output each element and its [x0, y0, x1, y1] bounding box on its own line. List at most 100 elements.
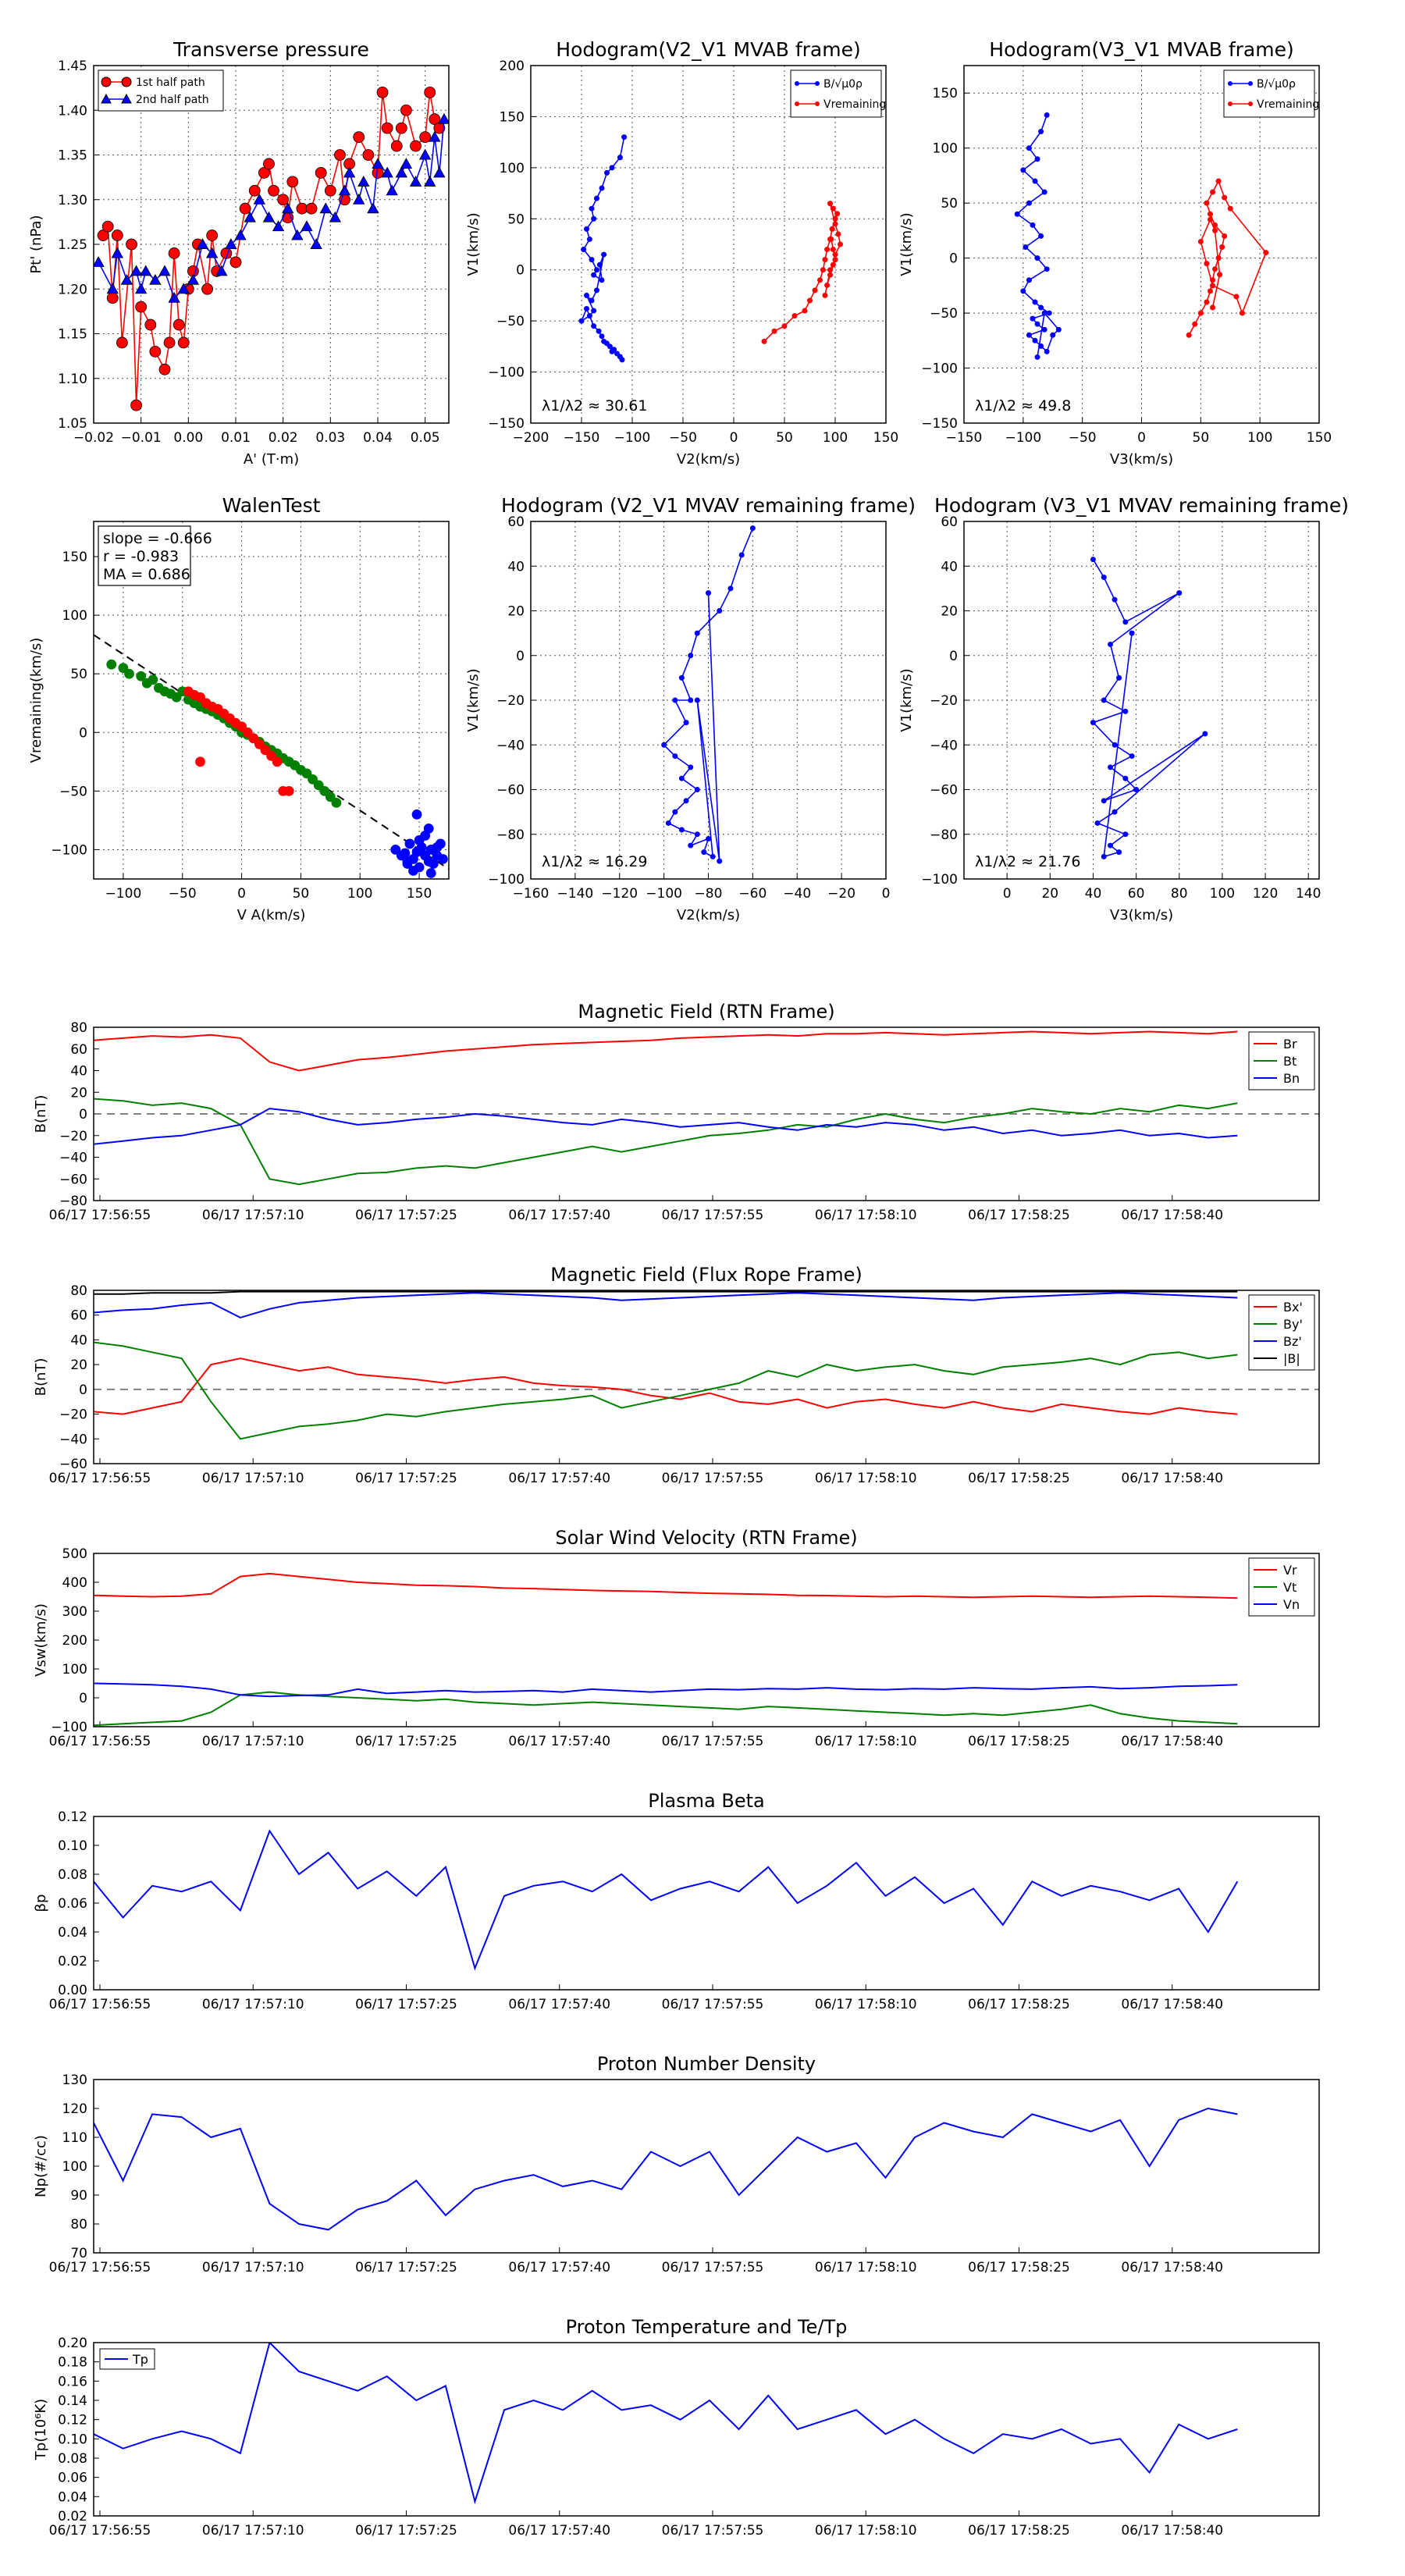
y-axis-label: B(nT)	[33, 1095, 49, 1133]
data-point	[672, 753, 678, 760]
data-point	[1217, 272, 1223, 278]
y-tick-label: 0	[79, 725, 87, 741]
data-point	[701, 849, 707, 856]
data-point	[1101, 798, 1107, 804]
data-point	[1090, 720, 1096, 726]
y-axis-label: V1(km/s)	[898, 212, 915, 276]
y-tick-label: 50	[70, 667, 87, 682]
data-point	[376, 86, 389, 98]
data-point	[672, 809, 678, 815]
y-tick-label: −100	[921, 872, 958, 888]
legend-box	[98, 69, 224, 112]
data-point	[609, 165, 615, 171]
data-point	[353, 193, 365, 205]
y-tick-label: 150	[500, 109, 525, 125]
data-point	[1090, 557, 1096, 563]
data-point	[1014, 211, 1020, 217]
data-point	[266, 750, 276, 761]
data-point	[706, 835, 711, 841]
data-point	[1197, 238, 1204, 244]
x-tick-label: 06/17 17:57:25	[355, 1734, 457, 1749]
data-point	[381, 166, 393, 178]
y-tick-label: −80	[496, 827, 525, 843]
y-tick-label: 70	[70, 2246, 87, 2261]
data-point	[253, 193, 266, 205]
data-point	[390, 140, 403, 152]
data-point	[761, 338, 767, 344]
x-tick-label: 06/17 17:56:55	[49, 1208, 151, 1223]
data-point	[310, 238, 322, 250]
data-point	[688, 653, 694, 659]
data-point	[665, 820, 671, 826]
data-point	[291, 229, 304, 240]
data-point	[802, 308, 808, 314]
y-tick-label: −50	[930, 306, 958, 322]
chart-h2: Hodogram(V3_V1 MVAB frame) −150 −100 −50 0 50…	[898, 38, 1332, 468]
data-point	[581, 247, 587, 253]
x-tick-label: −140	[557, 886, 594, 902]
series-blue	[390, 809, 448, 878]
x-tick-label: 06/17 17:58:10	[815, 1471, 917, 1486]
data-point	[1032, 337, 1038, 343]
x-tick-label: 50	[293, 886, 310, 902]
y-tick-label: −50	[59, 784, 87, 799]
plot-area	[94, 1572, 1238, 1727]
data-point	[1207, 288, 1213, 294]
data-point	[168, 291, 180, 303]
y-axis-label: B(nT)	[33, 1358, 49, 1397]
data-point	[1034, 255, 1040, 262]
x-tick-label: 40	[1085, 886, 1102, 902]
data-point	[1044, 348, 1050, 354]
x-tick-label: 120	[1253, 886, 1278, 902]
data-point	[688, 697, 694, 703]
data-point	[1038, 343, 1044, 349]
data-point	[372, 158, 384, 169]
legend-marker	[815, 81, 820, 86]
data-point	[438, 112, 449, 124]
x-tick-label: 06/17 17:57:40	[508, 1471, 610, 1486]
legend-marker	[1248, 81, 1253, 86]
legend-label: Bt	[1283, 1054, 1297, 1069]
x-tick-label: −0.01	[121, 430, 162, 446]
data-point	[94, 256, 105, 267]
data-point	[135, 301, 148, 313]
y-tick-label: 300	[62, 1604, 87, 1620]
y-tick-label: 1.35	[58, 148, 87, 164]
data-point	[111, 247, 124, 258]
plot-area	[1090, 557, 1208, 859]
series-Tp	[94, 2343, 1238, 2505]
data-point	[678, 827, 685, 833]
data-point	[187, 273, 200, 285]
data-point	[409, 176, 422, 187]
chart-title: Hodogram (V3_V1 MVAV remaining frame)	[934, 494, 1349, 517]
chart-title: Hodogram(V3_V1 MVAB frame)	[989, 38, 1293, 61]
plot-frame	[93, 1026, 1320, 1201]
data-point	[1034, 354, 1040, 360]
data-point	[683, 720, 689, 726]
legend-marker	[1228, 81, 1232, 86]
y-tick-label: 200	[500, 59, 525, 74]
data-point	[1122, 831, 1129, 838]
data-point	[362, 149, 375, 161]
data-point	[149, 345, 162, 358]
plot-frame	[93, 1816, 1320, 1991]
data-point	[827, 267, 833, 273]
chart-title: Proton Number Density	[597, 2053, 816, 2075]
y-tick-label: 50	[507, 212, 525, 227]
y-tick-label: 0.18	[58, 2355, 87, 2371]
data-point	[832, 257, 838, 263]
x-tick-label: −0.02	[73, 430, 114, 446]
y-tick-label: 0	[949, 649, 958, 664]
legend-box	[1223, 69, 1315, 118]
x-tick-label: 06/17 17:58:10	[815, 1208, 917, 1223]
series-Vremaining	[1186, 178, 1269, 338]
legend: B/√μ0ρ Vremaining	[1223, 69, 1319, 118]
x-tick-label: 06/17 17:57:10	[202, 2523, 304, 2539]
legend-label: 1st half path	[136, 76, 205, 89]
data-point	[263, 158, 275, 170]
data-point	[820, 267, 826, 273]
data-point	[1112, 742, 1118, 748]
data-point	[781, 323, 788, 329]
y-tick-label: 0.04	[58, 1925, 87, 1941]
x-tick-label: 06/17 17:58:25	[968, 2260, 1070, 2275]
